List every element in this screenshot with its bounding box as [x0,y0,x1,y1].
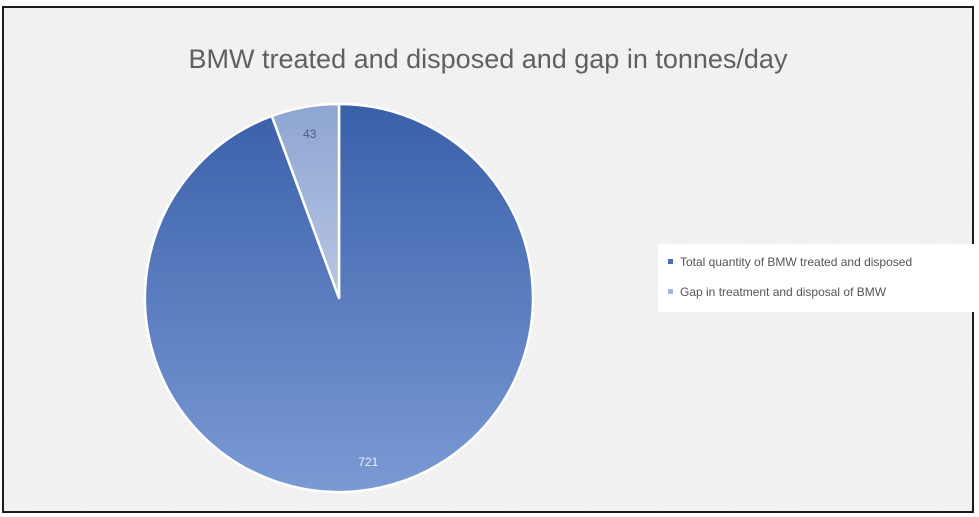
chart-title: BMW treated and disposed and gap in tonn… [188,44,788,74]
pie-slice-gap [270,102,341,300]
pie-chart: 721 43 [143,102,535,494]
slice-label-gap: 43 [303,127,317,141]
legend-label-treated: Total quantity of BMW treated and dispos… [680,255,913,269]
legend-item-treated: Total quantity of BMW treated and dispos… [668,252,964,272]
legend-item-gap: Gap in treatment and disposal of BMW [668,282,964,302]
slice-label-treated: 721 [358,455,378,469]
legend-swatch-treated [668,259,673,264]
legend-label-gap: Gap in treatment and disposal of BMW [680,285,887,299]
chart-legend: Total quantity of BMW treated and dispos… [658,244,974,312]
chart-frame: BMW treated and disposed and gap in tonn… [2,6,974,513]
legend-swatch-gap [668,289,673,294]
